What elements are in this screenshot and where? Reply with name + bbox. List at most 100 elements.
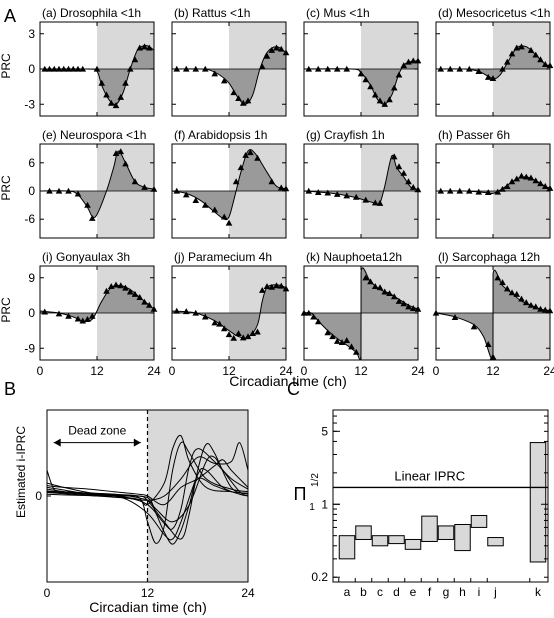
prc-point-14 [112,102,120,109]
prc-point-7 [230,89,238,96]
prc-point-8 [232,178,240,185]
prc-point-21 [405,303,412,310]
panel-c-y-label-subscript: 1 [309,502,315,513]
prc-point-10 [513,290,521,297]
prc-point-3 [50,65,58,72]
bar-c [371,535,389,547]
prc-point-13 [390,84,398,91]
prc-point-6 [484,189,492,196]
prc-point-12 [518,172,525,179]
panel-label-c: C [287,379,300,399]
prc-point-7 [333,337,341,344]
category-label: a [344,585,351,599]
x-tick-label: 24 [279,364,293,378]
prc-point-2 [305,309,313,316]
panel-a-x-label: Circadian time (ch) [229,373,346,389]
prc-point-20 [400,300,408,307]
prc-point-4 [201,65,209,72]
prc-point-14 [371,283,379,290]
prc-point-10 [131,178,139,185]
prc-point-10 [508,178,516,185]
prc-point-5 [475,188,483,195]
prc-point-7 [220,325,228,332]
prc-point-7 [494,188,502,195]
prc-point-20 [141,43,148,50]
prc-point-6 [220,213,228,220]
prc-point-8 [499,185,506,192]
prc-point-2 [182,308,190,315]
prc-point-2 [55,310,63,317]
prc-point-12 [254,154,261,161]
prc-point-6 [84,315,91,322]
bar-d [388,535,405,545]
prc-point-9 [343,337,351,344]
prc-point-14 [395,71,403,78]
prc-subplot-7: (g) Crayfish 1h [303,128,422,239]
prc-subplot-11: 0 12 24 (k) Nauphoeta12h [301,250,425,378]
prc-point-6 [357,70,365,77]
subplot-title: (h) Passer 6h [438,128,510,142]
prc-point-13 [522,173,530,180]
prc-point-11 [258,63,266,70]
y-tick-label: 0.2 [311,570,328,584]
x-tick-label: 24 [411,364,425,378]
prc-point-17 [409,57,417,64]
prc-point-16 [541,61,549,67]
prc-point-10 [390,153,398,160]
prc-point-1 [173,307,181,314]
prc-point-8 [503,285,511,292]
prc-point-11 [513,175,521,182]
prc-point-5 [211,70,219,77]
prc-point-16 [381,288,389,295]
prc-subplot-9: 90-90 12 24(i) Gonyaulax 3h [24,250,161,378]
phase-shift-area-left [172,191,229,220]
prc-point-3 [192,197,200,204]
prc-point-5 [211,319,219,326]
phase-shift-area [97,45,154,105]
prc-point-11 [247,149,254,156]
prc-point-15 [537,56,544,63]
prc-point-10 [376,97,384,104]
subplot-title: (a) Drosophila <1h [42,6,141,20]
prc-point-1 [437,187,445,194]
x-tick-label: 0 [37,364,44,378]
bar-h [454,523,471,552]
prc-point-1 [305,65,313,72]
prc-point-1 [173,65,181,72]
prc-point-1 [305,187,313,194]
prc-point-12 [103,91,110,98]
prc-point-10 [93,65,101,72]
y-tick-label: 9 [28,271,35,285]
panel-a-y-label-row-3: PRC [0,297,13,323]
prc-point-3 [324,65,332,72]
phase-shift-area [493,45,550,79]
panel-b-x-label: Circadian time (ch) [89,599,206,615]
prc-point-7 [489,75,497,82]
prc-point-7 [69,65,77,72]
prc-point-5 [475,68,483,74]
bar-g [437,525,455,540]
prc-point-17 [126,65,134,72]
prc-point-7 [362,196,370,203]
bar-j [487,537,504,547]
prc-point-16 [141,298,148,305]
x-tick-label: 12 [486,364,500,378]
prc-point-5 [343,65,351,72]
category-label: f [428,585,432,599]
bar-i [470,515,488,528]
prc-point-6 [494,274,502,281]
prc-point-15 [117,93,125,100]
panel-a-y-label-row-2: PRC [0,175,13,201]
prc-point-4 [484,341,492,347]
prc-point-16 [537,180,544,187]
prc-point-9 [122,160,129,167]
y-tick-label: 0 [28,62,35,76]
phase-shift-area-left [304,312,361,360]
prc-point-8 [499,65,506,72]
prc-point-4 [314,318,322,325]
subplot-title: (f) Arabidopsis 1h [174,128,267,142]
subplot-title: (g) Crayfish 1h [306,128,385,142]
prc-point-7 [112,150,120,157]
subplot-title: (k) Nauphoeta12h [306,250,402,264]
